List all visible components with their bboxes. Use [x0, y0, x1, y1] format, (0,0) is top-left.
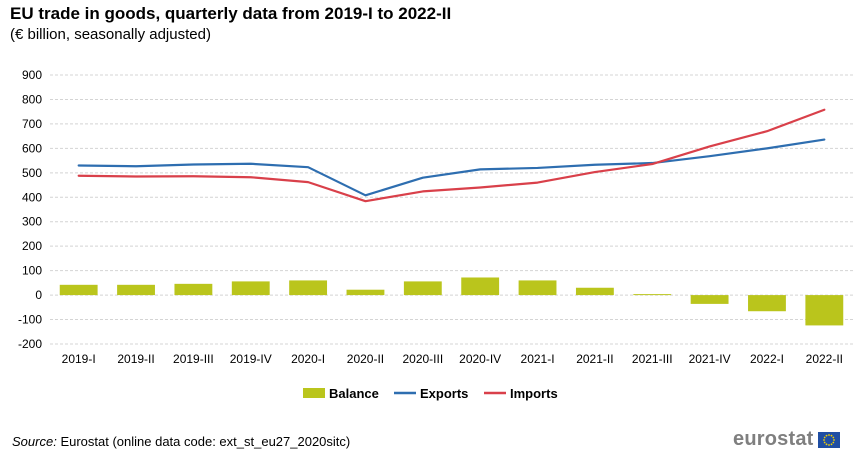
logo-text: eurostat — [733, 428, 814, 450]
flag-star — [831, 436, 834, 438]
series-lines — [77, 108, 826, 203]
flag-star — [825, 434, 827, 437]
balance-bars — [59, 277, 844, 326]
balance-bar — [117, 284, 155, 296]
flag-star — [827, 433, 830, 436]
x-axis: 2019-I 2019-II 2019-III 2019-IV 2020-I 2020-I… — [62, 352, 843, 366]
chart-title: EU trade in goods, quarterly data from 2… — [10, 4, 452, 23]
flag-star — [823, 436, 826, 438]
balance-bar — [690, 295, 729, 304]
balance-bar — [174, 283, 213, 296]
flag-star — [827, 443, 830, 446]
x-tick-label: 2022-II — [806, 352, 843, 366]
chart-subtitle: (€ billion, seasonally adjusted) — [10, 26, 211, 43]
y-tick-label: 500 — [22, 166, 42, 180]
y-tick-label: 0 — [35, 288, 42, 302]
legend-label-imports: Imports — [510, 386, 558, 401]
y-tick-label: -100 — [18, 313, 42, 327]
grid-lines — [50, 74, 853, 345]
balance-bar — [748, 295, 786, 312]
source-note: Source: Eurostat (online data code: ext_… — [12, 434, 350, 449]
y-axis: 900 800 700 600 500 400 300 200 100 0 -100 -200 — [18, 68, 42, 351]
eu-flag-icon — [817, 431, 840, 448]
x-tick-label: 2019-II — [117, 352, 154, 366]
balance-bar — [633, 294, 672, 296]
exports-line — [77, 138, 826, 197]
flag-star — [825, 442, 827, 445]
x-tick-label: 2021-II — [576, 352, 613, 366]
x-tick-label: 2020-III — [402, 352, 443, 366]
balance-bar — [231, 281, 270, 296]
y-tick-label: -200 — [18, 337, 42, 351]
legend-label-exports: Exports — [420, 386, 468, 401]
chart-area: 900 800 700 600 500 400 300 200 100 0 -100 -200 201… — [18, 68, 853, 401]
source-label: Source: — [12, 434, 57, 449]
balance-bar — [805, 295, 844, 326]
y-tick-label: 700 — [22, 117, 42, 131]
y-tick-label: 100 — [22, 264, 42, 278]
x-tick-label: 2020-II — [347, 352, 384, 366]
balance-bar — [403, 281, 442, 296]
x-tick-label: 2021-IV — [689, 352, 731, 366]
x-tick-label: 2021-III — [632, 352, 673, 366]
x-tick-label: 2019-I — [62, 352, 96, 366]
y-tick-label: 900 — [22, 68, 42, 82]
y-tick-label: 600 — [22, 141, 42, 155]
legend-swatch-balance — [303, 388, 325, 398]
legend-label-balance: Balance — [329, 386, 379, 401]
flag-star — [830, 434, 832, 437]
imports-line — [77, 108, 826, 203]
y-tick-label: 800 — [22, 92, 42, 106]
flag-star — [831, 441, 834, 443]
eurostat-logo: eurostat — [733, 428, 840, 451]
y-tick-label: 200 — [22, 239, 42, 253]
y-tick-label: 400 — [22, 190, 42, 204]
balance-bar — [59, 284, 98, 296]
flag-star — [823, 441, 826, 443]
source-text: Eurostat (online data code: ext_st_eu27_… — [60, 434, 351, 449]
x-tick-label: 2021-I — [521, 352, 555, 366]
x-tick-label: 2019-III — [173, 352, 214, 366]
flag-star — [830, 442, 832, 445]
y-tick-label: 300 — [22, 215, 42, 229]
flag-star — [822, 438, 825, 441]
x-tick-label: 2020-IV — [459, 352, 501, 366]
x-tick-label: 2022-I — [750, 352, 784, 366]
balance-bar — [289, 280, 328, 296]
flag-star — [832, 438, 835, 441]
balance-bar — [518, 280, 557, 296]
legend: Balance Exports Imports — [303, 386, 558, 401]
balance-bar — [575, 287, 614, 296]
x-tick-label: 2019-IV — [230, 352, 272, 366]
balance-bar — [346, 289, 385, 296]
x-tick-label: 2020-I — [291, 352, 325, 366]
balance-bar — [461, 277, 500, 296]
